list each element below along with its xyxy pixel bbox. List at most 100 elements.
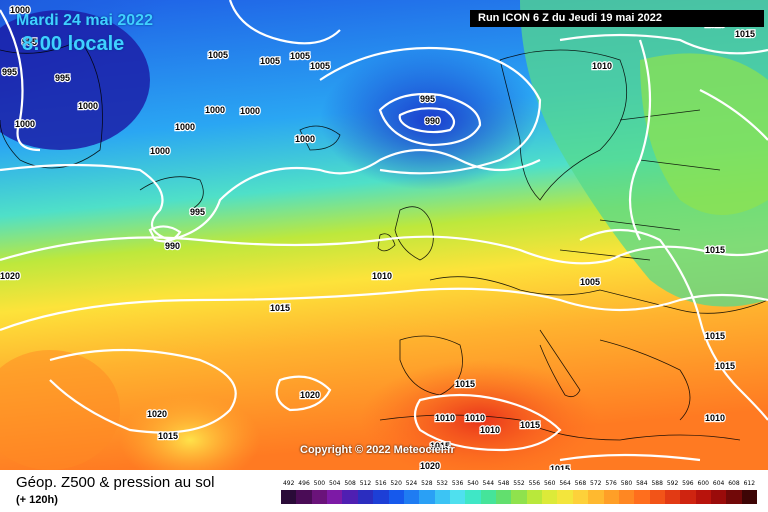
- isobar-label: 1010: [592, 61, 612, 71]
- scale-swatch: [296, 490, 312, 504]
- scale-label: 540: [467, 480, 479, 487]
- scale-swatch: [588, 490, 604, 504]
- scale-swatch: [311, 490, 328, 504]
- isobar-label: 1020: [300, 390, 320, 400]
- isobar-label: 1010: [465, 413, 485, 423]
- scale-label: 612: [743, 480, 756, 487]
- scale-label: 596: [682, 480, 694, 487]
- isobar-label: 1020: [0, 271, 20, 281]
- scale-label: 608: [728, 480, 740, 487]
- scale-swatch: [373, 490, 389, 504]
- scale-label: 504: [329, 480, 341, 487]
- isobar-label: 1015: [520, 420, 540, 430]
- isobar-label: 1000: [205, 105, 225, 115]
- scale-label: 496: [298, 480, 310, 487]
- scale-swatch: [403, 490, 420, 504]
- isobar-label: 1015: [430, 441, 450, 451]
- scale-label: 500: [313, 480, 326, 487]
- scale-label: 548: [497, 480, 510, 487]
- isobar-label: 1000: [240, 106, 260, 116]
- scale-swatch: [680, 490, 696, 504]
- isobar-label: 1005: [310, 61, 330, 71]
- isobar-label: 1010: [480, 425, 500, 435]
- scale-swatch: [572, 490, 589, 504]
- scale-label: 556: [528, 480, 541, 487]
- isobar-label: 1000: [295, 134, 315, 144]
- coastlines: [0, 39, 768, 441]
- isobar-label: 1015: [705, 245, 725, 255]
- scale-swatch: [327, 490, 343, 504]
- forecast-range: (+ 120h): [16, 494, 58, 506]
- scale-label: 492: [282, 480, 295, 487]
- isobar-label: 995: [22, 37, 37, 47]
- scale-label: 560: [543, 480, 556, 487]
- scale-label: 604: [712, 480, 725, 487]
- isobar-label: 1000: [175, 122, 195, 132]
- isobar-label: 1015: [455, 379, 475, 389]
- isobar-label: 1015: [270, 303, 290, 313]
- scale-label: 584: [636, 480, 648, 487]
- scale-swatch: [542, 490, 558, 504]
- isobar-label: 1005: [580, 277, 600, 287]
- scale-swatch: [419, 490, 435, 504]
- scale-swatch: [634, 490, 650, 504]
- scale-swatch: [342, 490, 358, 504]
- scale-swatch: [465, 490, 481, 504]
- isobar-label: 1015: [735, 29, 755, 39]
- scale-label: 576: [605, 480, 617, 487]
- scale-label: 508: [344, 480, 356, 487]
- isobar-label: 990: [425, 116, 440, 126]
- scale-swatch: [496, 490, 512, 504]
- scale-label: 600: [697, 480, 709, 487]
- isobar-label: 1015: [550, 464, 570, 470]
- scale-swatch: [434, 490, 450, 504]
- color-scale-bar: [281, 490, 758, 504]
- scale-label: 564: [559, 480, 571, 487]
- isobar-label: 995: [190, 207, 205, 217]
- scale-swatch: [711, 490, 727, 504]
- scale-label: 552: [513, 480, 525, 487]
- isobar-label: 1015: [158, 431, 178, 441]
- scale-swatch: [603, 490, 619, 504]
- scale-label: 532: [436, 480, 448, 487]
- scale-label: 572: [590, 480, 602, 487]
- z500-high-west: [0, 350, 120, 470]
- isobar-label: 1000: [150, 146, 170, 156]
- isobar-label: 1015: [715, 361, 735, 371]
- isobar-label: 995: [420, 94, 435, 104]
- scale-label: 528: [421, 480, 433, 487]
- z500-green-east: [640, 53, 768, 216]
- scale-swatch: [741, 490, 758, 504]
- scale-label: 568: [574, 480, 587, 487]
- scale-label: 512: [359, 480, 372, 487]
- scale-swatch: [480, 490, 497, 504]
- scale-swatch: [449, 490, 466, 504]
- isobar-label: 1000: [15, 119, 35, 129]
- scale-swatch: [695, 490, 712, 504]
- scale-swatch: [726, 490, 742, 504]
- z500-low-center: [320, 50, 540, 190]
- z500-deep-low: [0, 10, 150, 150]
- scale-swatch: [388, 490, 404, 504]
- isobar-label: 1020: [147, 409, 167, 419]
- scale-label: 580: [620, 480, 633, 487]
- isobar-label: 1000: [10, 5, 30, 15]
- isobar-label: 1010: [435, 413, 455, 423]
- scale-label: 520: [390, 480, 402, 487]
- isobar-label: 1010: [372, 271, 392, 281]
- scale-label: 588: [651, 480, 663, 487]
- scale-label: 516: [375, 480, 387, 487]
- scale-swatch: [281, 490, 297, 504]
- scale-label: 544: [482, 480, 495, 487]
- isobar-label: 1015: [705, 331, 725, 341]
- scale-swatch: [618, 490, 635, 504]
- valid-time: 8:00 locale: [22, 33, 125, 55]
- scale-swatch: [511, 490, 527, 504]
- isobar-label: 1000: [78, 101, 98, 111]
- scale-label: 536: [451, 480, 464, 487]
- scale-swatch: [664, 490, 681, 504]
- isobar-label: 995: [2, 67, 17, 77]
- map-title: Géop. Z500 & pression au sol: [16, 474, 215, 491]
- isobar-label: 1005: [208, 50, 228, 60]
